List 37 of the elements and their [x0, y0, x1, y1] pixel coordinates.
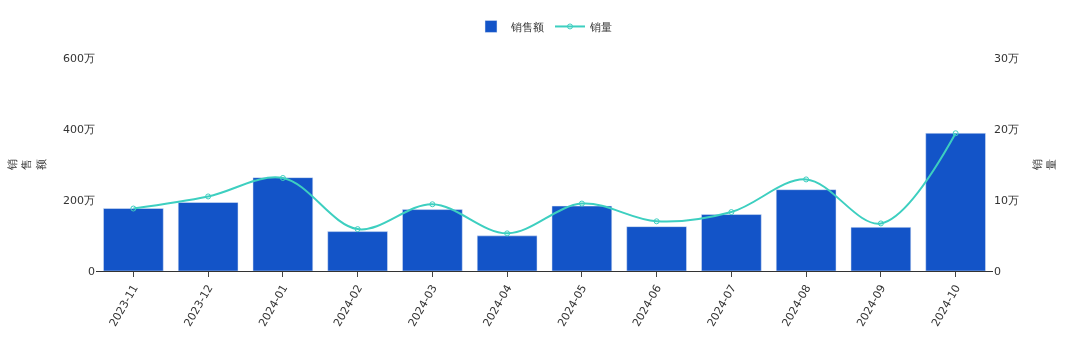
y-tick-label: 200万 — [63, 193, 95, 207]
y-tick-label: 400万 — [63, 122, 95, 136]
bar — [402, 209, 463, 271]
point — [952, 130, 959, 137]
bar — [925, 133, 986, 271]
y-tick-label: 600万 — [63, 51, 95, 65]
point — [130, 205, 137, 212]
point — [205, 193, 212, 200]
bar — [476, 235, 538, 271]
y-tick-label: 0 — [88, 264, 95, 278]
point — [877, 220, 884, 227]
y-axis-title: 销售额 — [6, 159, 48, 171]
y2-tick-label: 30万 — [994, 51, 1019, 65]
bar — [775, 189, 837, 271]
point — [578, 200, 585, 207]
point — [803, 176, 810, 183]
point — [728, 209, 735, 216]
bar — [252, 177, 314, 271]
bar — [551, 205, 613, 271]
bar — [626, 226, 687, 271]
point — [653, 218, 660, 225]
bar — [177, 202, 239, 271]
bar — [103, 208, 164, 271]
point — [279, 174, 286, 181]
y2-tick-label: 0 — [994, 264, 1001, 278]
bar — [327, 231, 388, 271]
y2-tick-label: 20万 — [994, 122, 1019, 136]
point — [429, 201, 436, 208]
bar — [850, 227, 912, 271]
legend-label: 销量 — [589, 20, 612, 34]
point — [354, 226, 361, 233]
bar — [701, 214, 762, 271]
y2-tick-label: 10万 — [994, 193, 1019, 207]
line-series — [130, 130, 959, 237]
point — [504, 230, 511, 237]
y2-axis-title: 销量 — [1031, 159, 1059, 171]
legend-label: 销售额 — [510, 20, 544, 34]
